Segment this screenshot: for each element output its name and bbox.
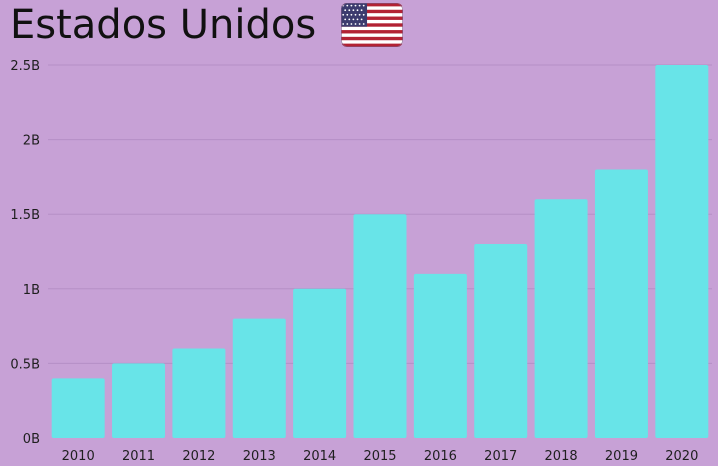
x-tick-label: 2013 [243,449,276,464]
x-tick-label: 2011 [122,449,155,464]
x-tick-label: 2015 [363,449,396,464]
x-tick-label: 2016 [424,449,457,464]
chart-title: Estados Unidos [10,2,316,48]
flag-body [341,3,403,47]
us-flag-icon [341,3,403,47]
x-tick-label: 2010 [62,449,95,464]
bar-2018 [534,199,588,438]
bars [51,65,709,438]
y-tick-label: 2B [23,134,40,149]
x-tick-label: 2012 [182,449,215,464]
x-tick-label: 2018 [545,449,578,464]
y-tick-label: 1.5B [10,208,40,223]
x-tick-label: 2017 [484,449,517,464]
x-tick-label: 2019 [605,449,638,464]
bar-2019 [594,169,648,438]
bar-2020 [655,65,709,438]
bar-2010 [51,378,105,438]
y-tick-label: 2.5B [10,59,40,74]
bar-2011 [112,363,166,438]
bar-2013 [232,318,286,438]
bar-2012 [172,348,226,438]
y-tick-label: 0B [23,432,40,447]
x-tick-label: 2020 [665,449,698,464]
x-axis-ticks: 2010 2011 2012 2013 2014 2015 2016 2017 2018 2019… [62,449,699,464]
y-axis-ticks: 0B 0.5B 1B 1.5B 2B 2.5B [10,59,40,447]
bar-2016 [413,273,467,438]
bar-2014 [293,288,347,438]
x-tick-label: 2014 [303,449,336,464]
bar-2017 [474,244,528,438]
title-group: Estados Unidos [10,2,403,48]
bar-2015 [353,214,407,438]
y-tick-label: 0.5B [10,357,40,372]
y-tick-label: 1B [23,283,40,298]
